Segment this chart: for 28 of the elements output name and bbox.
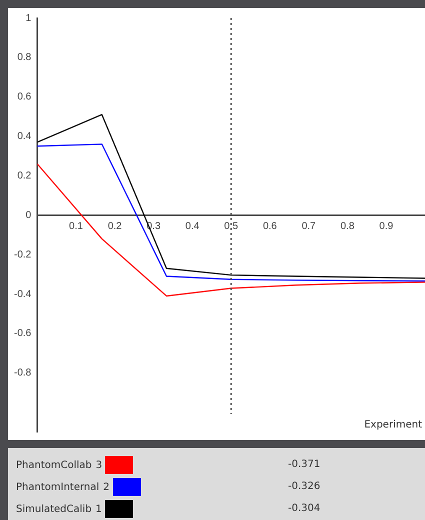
y-tick-label: -0.4 — [14, 288, 32, 300]
x-tick-label: 0.5 — [224, 220, 238, 232]
y-tick-label: 0.2 — [17, 170, 32, 182]
text: -0.304 — [288, 503, 320, 514]
legend-label: PhantomCollab — [16, 460, 92, 470]
y-tick-label: 0.8 — [17, 52, 32, 64]
x-tick-label: 0.7 — [302, 220, 316, 232]
y-tick-label: 1 — [26, 12, 32, 24]
y-tick-label: 0 — [26, 210, 32, 221]
x-tick-label: 0.6 — [262, 220, 278, 232]
text: 1 — [96, 504, 102, 514]
y-tick-label: -0.2 — [14, 249, 32, 260]
x-tick-label: 0.1 — [69, 220, 84, 232]
x-tick-label: 0.4 — [185, 220, 200, 232]
y-tick-label: -0.6 — [14, 328, 32, 340]
y-tick-label: 0.6 — [17, 92, 32, 103]
legend-label: SimulatedCalib — [16, 504, 92, 514]
y-tick-label: -0.8 — [14, 368, 32, 379]
x-tick-label: 0.8 — [340, 220, 355, 232]
x-tick-label: 0.2 — [108, 220, 122, 232]
text: 3 — [96, 460, 102, 470]
text: 2 — [103, 482, 110, 492]
text: -0.371 — [288, 459, 320, 470]
x-tick-label: 0.9 — [379, 220, 394, 232]
y-tick-label: 0.4 — [17, 131, 32, 142]
legend-label: PhantomInternal — [16, 482, 100, 492]
text: -0.326 — [288, 481, 320, 492]
x-axis-title: Experiment — [364, 420, 422, 431]
